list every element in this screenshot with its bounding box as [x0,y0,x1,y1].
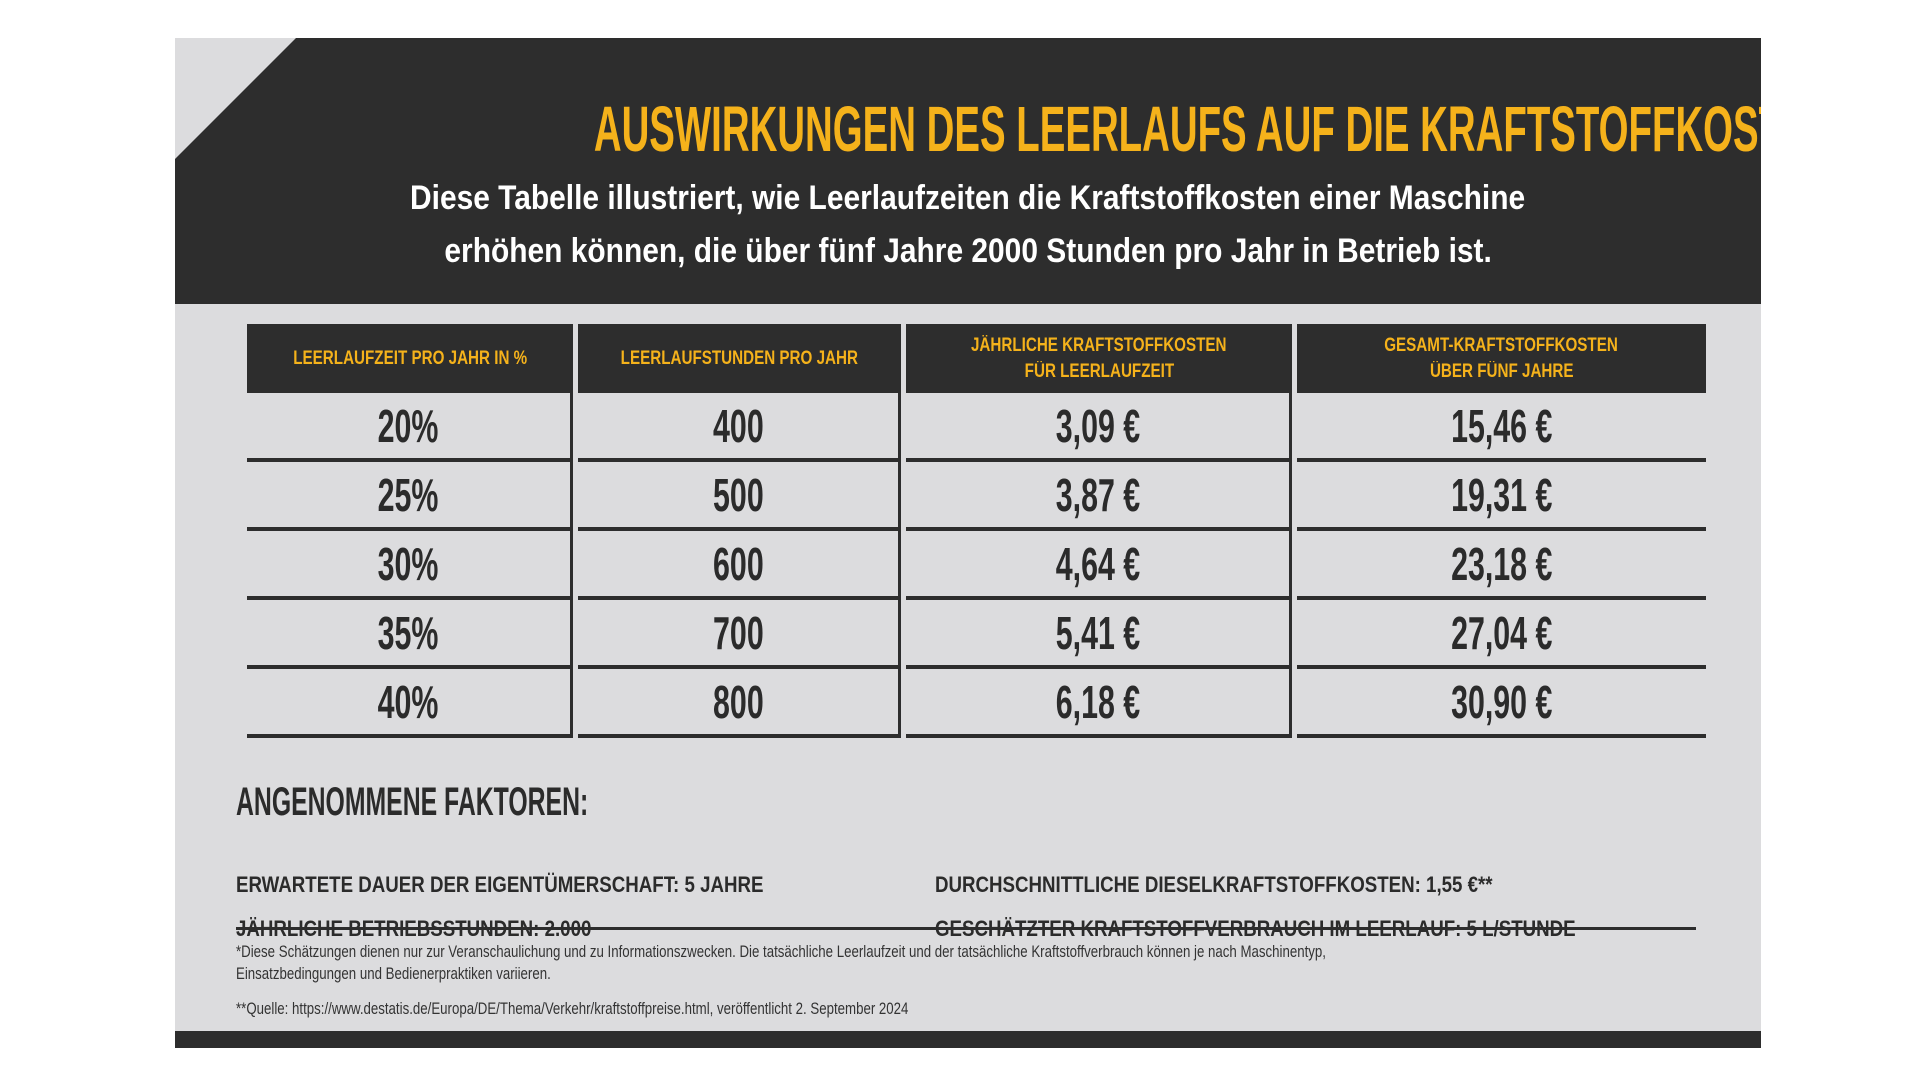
header-text: GESAMT-KRAFTSTOFFKOSTEN [1384,334,1619,356]
header-text: FÜR LEERLAUFZEIT [1024,360,1174,382]
table-cell: 23,18 € [1297,531,1706,600]
subtitle-text-2: erhöhen können, die über fünf Jahre 2000… [444,232,1492,270]
column-header: GESAMT-KRAFTSTOFFKOSTEN ÜBER FÜNF JAHRE [1297,324,1706,393]
cell-value: 500 [712,468,764,521]
table-cell: 5,41 € [906,600,1292,669]
cell-value: 35% [378,606,439,659]
table-row: 35% 700 5,41 € 27,04 € [247,600,1706,669]
table-row: 30% 600 4,64 € 23,18 € [247,531,1706,600]
factor-diesel-cost: DURCHSCHNITTLICHE DIESELKRAFTSTOFFKOSTEN… [935,872,1493,897]
column-header: LEERLAUFZEIT PRO JAHR IN % [247,324,573,393]
table-cell: 40% [247,669,573,738]
cell-value: 3,87 € [1055,468,1140,521]
table-row: 20% 400 3,09 € 15,46 € [247,393,1706,462]
header-text: LEERLAUFZEIT PRO JAHR IN % [293,347,527,369]
cell-value: 25% [378,468,439,521]
header-text: ÜBER FÜNF JAHRE [1429,360,1574,382]
table-cell: 800 [578,669,901,738]
cell-value: 600 [712,537,764,590]
cell-value: 30% [378,537,439,590]
table-cell: 35% [247,600,573,669]
header-text: LEERLAUFSTUNDEN PRO JAHR [620,347,859,369]
cell-value: 19,31 € [1450,468,1553,521]
table-cell: 6,18 € [906,669,1292,738]
title-text: AUSWIRKUNGEN DES LEERLAUFS AUF DIE KRAFT… [593,93,1851,165]
cell-value: 27,04 € [1450,606,1553,659]
cell-value: 30,90 € [1450,675,1553,728]
table-cell: 25% [247,462,573,531]
factor-ownership: ERWARTETE DAUER DER EIGENTÜMERSCHAFT: 5 … [236,872,764,897]
header-text: JÄHRLICHE KRAFTSTOFFKOSTEN [971,334,1227,356]
cell-value: 400 [712,399,764,452]
cell-value: 23,18 € [1450,537,1553,590]
table-row: 25% 500 3,87 € 19,31 € [247,462,1706,531]
table-cell: 30,90 € [1297,669,1706,738]
footnote-2-source: **Quelle: https://www.destatis.de/Europa… [236,999,909,1018]
table-row: 40% 800 6,18 € 30,90 € [247,669,1706,738]
table-cell: 20% [247,393,573,462]
column-header: LEERLAUFSTUNDEN PRO JAHR [578,324,901,393]
table-header-row: LEERLAUFZEIT PRO JAHR IN % LEERLAUFSTUND… [247,324,1706,393]
cell-value: 700 [712,606,764,659]
table-cell: 500 [578,462,901,531]
column-header: JÄHRLICHE KRAFTSTOFFKOSTEN FÜR LEERLAUFZE… [906,324,1292,393]
subtitle-line-2: erhöhen können, die über fünf Jahre 2000… [175,231,1761,271]
footnote-1-line-1: *Diese Schätzungen dienen nur zur Verans… [236,942,1326,961]
cell-value: 5,41 € [1055,606,1140,659]
cell-value: 20% [378,399,439,452]
bottom-bar [175,1031,1761,1048]
table-cell: 19,31 € [1297,462,1706,531]
table-cell: 15,46 € [1297,393,1706,462]
cell-value: 4,64 € [1055,537,1140,590]
cell-value: 3,09 € [1055,399,1140,452]
table-cell: 30% [247,531,573,600]
cost-table: LEERLAUFZEIT PRO JAHR IN % LEERLAUFSTUND… [242,324,1711,738]
factors-heading: ANGENOMMENE FAKTOREN: [236,780,589,824]
table-cell: 3,87 € [906,462,1292,531]
table-cell: 600 [578,531,901,600]
footnote-1-line-2: Einsatzbedingungen und Bedienerpraktiken… [236,964,551,983]
table-cell: 3,09 € [906,393,1292,462]
divider [236,927,1696,930]
table-cell: 4,64 € [906,531,1292,600]
subtitle-line-1: Diese Tabelle illustriert, wie Leerlaufz… [175,178,1761,218]
cell-value: 15,46 € [1450,399,1553,452]
table-cell: 27,04 € [1297,600,1706,669]
cell-value: 800 [712,675,764,728]
infographic-panel: AUSWIRKUNGEN DES LEERLAUFS AUF DIE KRAFT… [175,38,1761,1048]
table-cell: 700 [578,600,901,669]
page-title: AUSWIRKUNGEN DES LEERLAUFS AUF DIE KRAFT… [175,94,1761,164]
header-band: AUSWIRKUNGEN DES LEERLAUFS AUF DIE KRAFT… [175,38,1761,304]
cell-value: 6,18 € [1055,675,1140,728]
subtitle-text-1: Diese Tabelle illustriert, wie Leerlaufz… [410,179,1526,217]
table-cell: 400 [578,393,901,462]
cell-value: 40% [378,675,439,728]
